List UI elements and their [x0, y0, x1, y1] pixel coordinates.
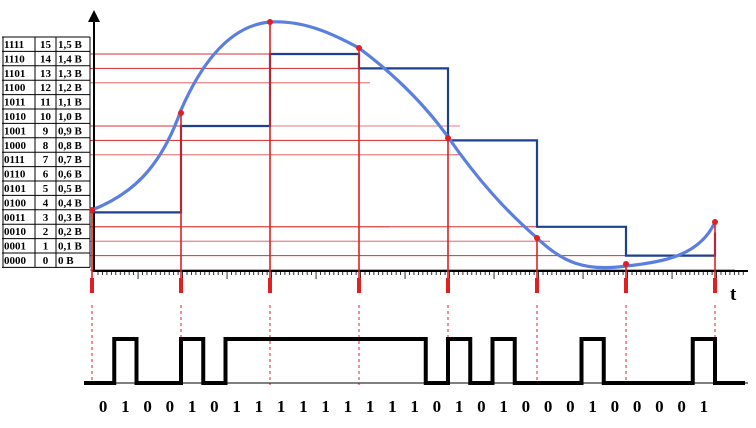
table-code: 1000 [4, 140, 27, 152]
analog-signal [90, 20, 717, 270]
table-voltage: 0,4 B [58, 197, 83, 209]
sample-point [534, 235, 540, 241]
table-code: 0110 [4, 169, 26, 181]
bit-label: 0 [477, 397, 486, 416]
table-index: 11 [40, 97, 50, 109]
bit-label: 0 [210, 397, 219, 416]
table-index: 15 [40, 39, 52, 51]
digital-waveform [84, 337, 745, 385]
table-voltage: 0,6 B [58, 169, 83, 181]
analog-curve [90, 20, 717, 270]
table-voltage: 1,5 B [58, 39, 83, 51]
bit-label: 1 [499, 397, 508, 416]
value-axis-arrow [88, 10, 100, 22]
bit-label: 0 [522, 397, 531, 416]
table-voltage: 0,8 B [58, 140, 83, 152]
bit-label: 0 [143, 397, 152, 416]
table-voltage: 0,3 B [58, 212, 83, 224]
table-voltage: 1,2 B [58, 82, 83, 94]
bit-label: 0 [544, 397, 553, 416]
table-index: 0 [43, 255, 49, 267]
quantized-signal [92, 52, 717, 257]
sample-point [712, 219, 718, 225]
axes [88, 10, 748, 279]
table-index: 14 [40, 53, 52, 65]
bit-label: 1 [388, 397, 397, 416]
bit-label: 0 [611, 397, 620, 416]
table-voltage: 0,9 B [58, 125, 83, 137]
table-index: 4 [43, 197, 49, 209]
bit-label: 0 [433, 397, 442, 416]
bit-label: 1 [277, 397, 286, 416]
bit-label: 0 [677, 397, 686, 416]
table-code: 1001 [4, 125, 26, 137]
bit-label: 1 [344, 397, 353, 416]
time-axis-label: t [730, 284, 737, 305]
bit-label: 0 [566, 397, 575, 416]
table-voltage: 1,4 B [58, 53, 83, 65]
table-index: 10 [40, 111, 52, 123]
sample-point [89, 207, 95, 213]
digital-signal [84, 337, 748, 385]
sample-point [623, 261, 629, 267]
level-guide-lines [90, 53, 735, 271]
table-index: 1 [43, 241, 49, 253]
table-code: 1111 [4, 39, 24, 51]
table-voltage: 0 B [58, 255, 74, 267]
table-index: 7 [43, 154, 49, 166]
table-code: 1010 [4, 111, 27, 123]
table-code: 1100 [4, 82, 26, 94]
table-voltage: 0,1 B [58, 241, 83, 253]
table-voltage: 0,5 B [58, 183, 83, 195]
table-code: 0100 [4, 197, 27, 209]
sample-point [267, 19, 273, 25]
table-voltage: 1,1 B [58, 97, 83, 109]
bit-label: 1 [121, 397, 130, 416]
table-index: 2 [43, 226, 49, 238]
table-voltage: 0,2 B [58, 226, 83, 238]
table-code: 0011 [4, 212, 25, 224]
bit-label: 0 [633, 397, 642, 416]
bit-label: 0 [655, 397, 664, 416]
bit-label: 1 [232, 397, 241, 416]
table-index: 12 [40, 82, 52, 94]
bit-label: 1 [255, 397, 264, 416]
bit-label: 1 [188, 397, 197, 416]
sample-point [445, 135, 451, 141]
bit-label: 0 [99, 397, 108, 416]
table-index: 8 [43, 140, 49, 152]
bit-label: 1 [299, 397, 308, 416]
sample-point [356, 45, 362, 51]
sample-point [178, 110, 184, 116]
table-voltage: 1,0 B [58, 111, 83, 123]
table-voltage: 1,3 B [58, 68, 83, 80]
quantized-staircase [92, 52, 717, 257]
table-index: 9 [43, 125, 49, 137]
bit-label: 1 [321, 397, 330, 416]
table-code: 1110 [4, 53, 25, 65]
bit-label: 1 [366, 397, 375, 416]
table-code: 0000 [4, 255, 27, 267]
table-voltage: 0,7 B [58, 154, 83, 166]
table-code: 1101 [4, 68, 25, 80]
table-code: 0010 [4, 226, 27, 238]
table-index: 13 [40, 68, 52, 80]
table-code: 0111 [4, 154, 25, 166]
sample-markers [89, 19, 718, 385]
table-code: 0101 [4, 183, 26, 195]
bit-label: 1 [700, 397, 709, 416]
table-code: 1011 [4, 97, 25, 109]
table-index: 5 [43, 183, 49, 195]
table-code: 0001 [4, 241, 26, 253]
bit-label: 1 [588, 397, 597, 416]
table-index: 3 [43, 212, 49, 224]
table-index: 6 [43, 169, 49, 181]
bit-label: 1 [455, 397, 464, 416]
bit-label: 1 [410, 397, 419, 416]
bit-label: 0 [166, 397, 175, 416]
